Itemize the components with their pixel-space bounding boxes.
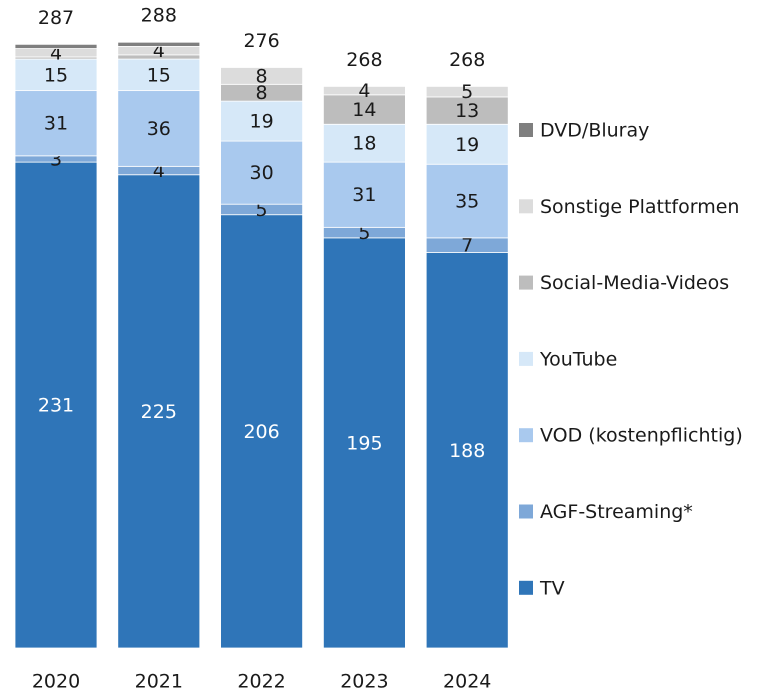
bar-segment	[220, 100, 304, 142]
data-label: 7	[461, 235, 473, 257]
x-tick-label: 2020	[32, 671, 80, 693]
legend-swatch	[519, 123, 533, 137]
x-tick-label: 2023	[340, 671, 388, 693]
bar-segment	[117, 174, 201, 649]
data-label: 4	[358, 80, 370, 102]
total-label: 268	[346, 49, 382, 71]
bar-segment	[117, 90, 201, 167]
total-label: 288	[141, 5, 177, 27]
bar-segment	[220, 140, 304, 205]
data-label: 8	[256, 82, 268, 104]
total-label: 276	[243, 30, 279, 52]
bar-segment	[425, 86, 509, 98]
legend-label: AGF-Streaming*	[540, 501, 693, 523]
bar-segment	[425, 96, 509, 125]
data-label: 15	[147, 64, 171, 86]
data-label: 206	[243, 421, 279, 443]
data-label: 5	[461, 81, 473, 103]
data-label: 15	[44, 64, 68, 86]
total-label: 287	[38, 7, 74, 29]
data-label: 18	[352, 133, 376, 155]
data-label: 231	[38, 395, 74, 417]
legend-swatch	[519, 275, 533, 290]
data-label: 35	[455, 191, 479, 213]
data-label: 31	[352, 184, 376, 206]
legend-swatch	[519, 428, 533, 443]
bar-segment	[14, 43, 98, 49]
bar-segment	[425, 123, 509, 165]
bar-segment	[322, 161, 406, 228]
legend-label: Sonstige Plattformen	[540, 196, 739, 218]
bar-segment	[220, 67, 304, 85]
legend-label: DVD/Bluray	[540, 120, 649, 142]
data-label: 36	[147, 118, 171, 140]
bar-segment	[322, 94, 406, 125]
x-tick-label: 2021	[135, 671, 183, 693]
data-label: 8	[256, 65, 268, 87]
bar-segment	[322, 86, 406, 96]
legend-label: VOD (kostenpflichtig)	[540, 425, 743, 447]
legend-swatch	[519, 199, 533, 214]
legend-label: Social-Media-Videos	[540, 272, 729, 294]
bar-segment	[14, 161, 98, 649]
x-tick-label: 2024	[443, 671, 491, 693]
data-label: 19	[250, 111, 274, 133]
bar-segment	[220, 214, 304, 649]
bar-segment	[117, 41, 201, 47]
legend-swatch	[519, 351, 533, 366]
x-tick-label: 2022	[237, 671, 285, 693]
data-label: 31	[44, 113, 68, 135]
data-label: 195	[346, 432, 382, 454]
total-label: 268	[449, 49, 485, 71]
bar-segment	[322, 237, 406, 649]
bar-segment	[322, 123, 406, 163]
legend-swatch	[519, 504, 533, 519]
bar-segment	[14, 58, 98, 92]
data-label: 30	[250, 162, 274, 184]
bar-segment	[425, 163, 509, 239]
data-label: 14	[352, 99, 376, 121]
legend-label: TV	[539, 577, 565, 599]
bar-segment	[425, 252, 509, 649]
data-label: 13	[455, 100, 479, 122]
data-label: 188	[449, 440, 485, 462]
data-label: 19	[455, 134, 479, 156]
legend-swatch	[519, 580, 533, 595]
legend-label: YouTube	[539, 348, 617, 370]
bar-segment	[117, 58, 201, 92]
bar-segment	[14, 90, 98, 157]
data-label: 225	[141, 401, 177, 423]
